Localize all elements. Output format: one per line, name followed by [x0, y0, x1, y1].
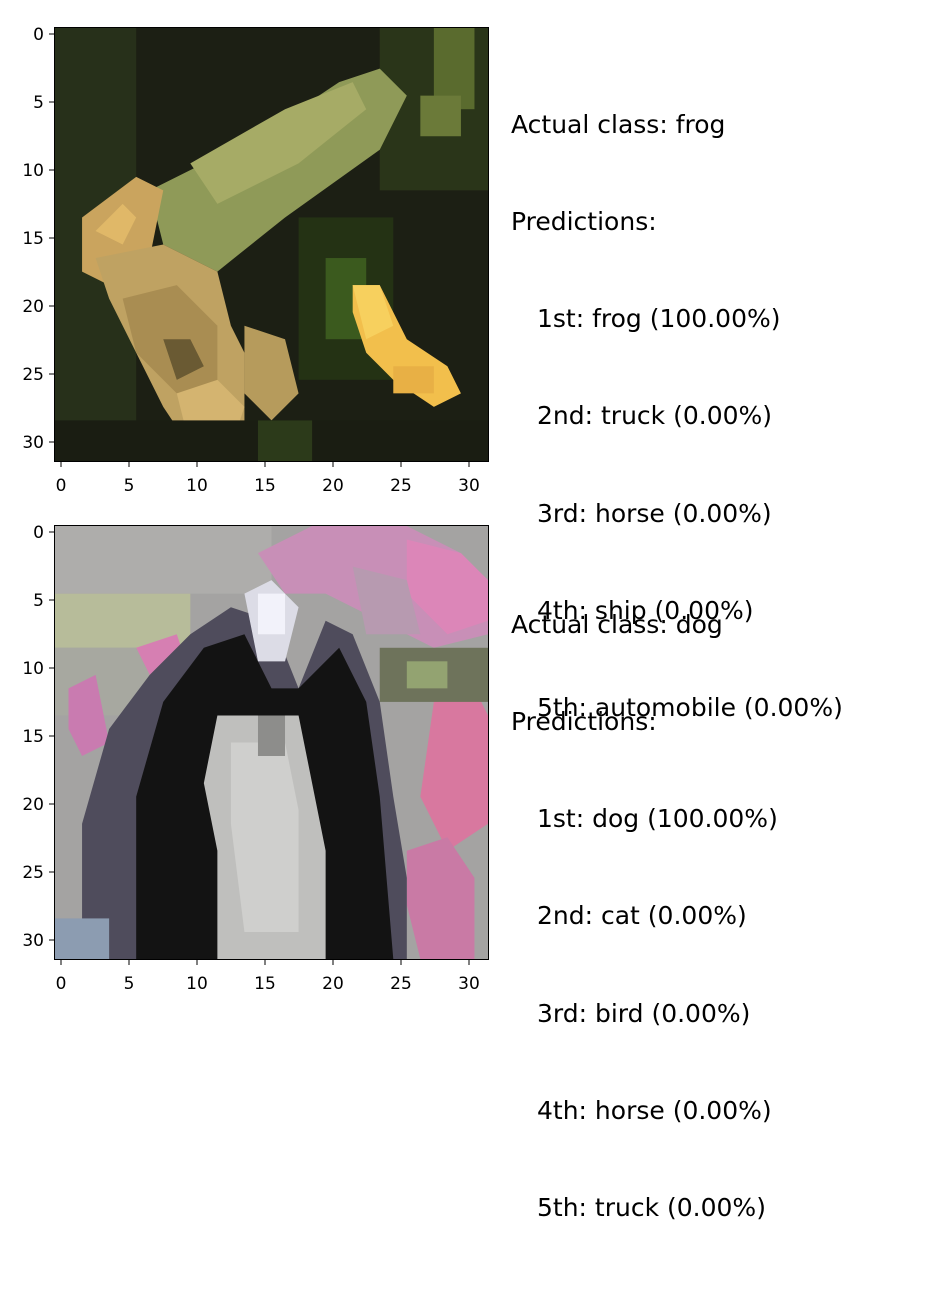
- x-tick-label: 30: [458, 476, 480, 496]
- y-tick-label: 0: [33, 523, 44, 543]
- predictions-heading: Predictions:: [511, 207, 657, 237]
- prediction-caption-frog: Actual class: frog Predictions: 1st: fro…: [511, 44, 843, 789]
- y-tick-label: 10: [22, 659, 44, 679]
- prediction-item: 1st: dog (100.00%): [537, 804, 778, 834]
- x-tick-label: 20: [322, 476, 344, 496]
- x-tick-label: 20: [322, 974, 344, 994]
- x-tick-label: 30: [458, 974, 480, 994]
- prediction-item: 4th: ship (0.00%): [537, 595, 754, 625]
- y-tick-label: 5: [33, 93, 44, 113]
- prediction-item: 1st: frog (100.00%): [537, 304, 781, 334]
- y-tick-label: 0: [33, 25, 44, 45]
- prediction-item: 2nd: cat (0.00%): [537, 901, 747, 931]
- frog-image: [55, 28, 488, 461]
- y-tick-label: 15: [22, 229, 44, 249]
- prediction-item: 3rd: horse (0.00%): [537, 498, 772, 528]
- prediction-item: 4th: horse (0.00%): [537, 1095, 772, 1125]
- x-tick-label: 5: [124, 476, 135, 496]
- x-tick-label: 15: [254, 974, 276, 994]
- prediction-item: 3rd: bird (0.00%): [537, 998, 751, 1028]
- y-tick-label: 30: [22, 433, 44, 453]
- y-tick-label: 10: [22, 161, 44, 181]
- prediction-panel-dog: 0 5 10 15 20 25 30 0 5 10 15 20 25 30: [0, 498, 936, 1222]
- x-tick-label: 0: [56, 476, 67, 496]
- predictions-heading: Predictions:: [511, 707, 657, 737]
- y-tick-label: 20: [22, 297, 44, 317]
- prediction-item: 2nd: truck (0.00%): [537, 401, 773, 431]
- x-tick-label: 10: [186, 974, 208, 994]
- x-tick-label: 15: [254, 476, 276, 496]
- y-tick-label: 5: [33, 591, 44, 611]
- x-axis-ticks: 0 5 10 15 20 25 30: [56, 960, 480, 994]
- image-plot-dog: [54, 525, 489, 960]
- y-tick-label: 15: [22, 727, 44, 747]
- y-tick-label: 25: [22, 365, 44, 385]
- y-axis-ticks: 0 5 10 15 20 25 30: [22, 25, 54, 453]
- x-tick-label: 5: [124, 974, 135, 994]
- prediction-item: 5th: automobile (0.00%): [537, 693, 843, 723]
- actual-class-label: Actual class: frog: [511, 109, 726, 139]
- dog-image: [55, 526, 488, 959]
- y-tick-label: 25: [22, 863, 44, 883]
- x-tick-label: 25: [390, 476, 412, 496]
- x-tick-label: 0: [56, 974, 67, 994]
- x-tick-label: 25: [390, 974, 412, 994]
- y-tick-label: 30: [22, 931, 44, 951]
- prediction-panel-frog: 0 5 10 15 20 25 30 0 5 10 15 20 25 30: [0, 0, 936, 722]
- x-axis-ticks: 0 5 10 15 20 25 30: [56, 462, 480, 496]
- y-tick-label: 20: [22, 795, 44, 815]
- x-tick-label: 10: [186, 476, 208, 496]
- image-plot-frog: [54, 27, 489, 462]
- actual-class-label: Actual class: dog: [511, 609, 723, 639]
- prediction-item: 5th: truck (0.00%): [537, 1193, 766, 1223]
- y-axis-ticks: 0 5 10 15 20 25 30: [22, 523, 54, 951]
- prediction-caption-dog: Actual class: dog Predictions: 1st: dog …: [511, 544, 778, 1289]
